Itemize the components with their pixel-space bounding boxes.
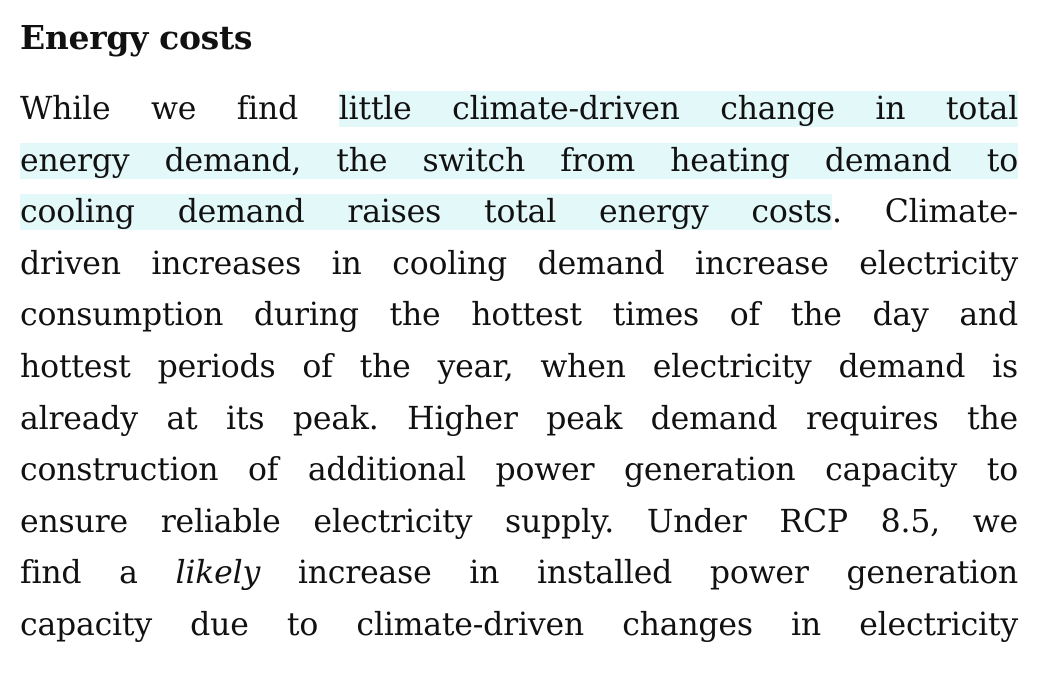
line-text: While we find	[20, 91, 339, 127]
document-body: Energy costs While we find little climat…	[20, 14, 1018, 652]
line-text: . Climate-	[832, 194, 1018, 231]
paragraph-line-2[interactable]: energy demand, the switch from heating d…	[20, 136, 1018, 188]
paragraph-line-3[interactable]: cooling demand raises total energy costs…	[20, 187, 1018, 239]
paragraph-line-11[interactable]: capacity due to climate-driven changes i…	[20, 606, 1018, 643]
paragraph-line-7[interactable]: already at its peak. Higher peak demand …	[20, 400, 1018, 437]
paragraph-line-5[interactable]: consumption during the hottest times of …	[20, 297, 1018, 334]
paragraph-line-9[interactable]: ensure reliable electricity supply. Unde…	[20, 503, 1018, 540]
emphasis-text: likely	[175, 555, 261, 592]
paragraph-line-10[interactable]: find a likely increase in installed powe…	[20, 548, 1018, 600]
paragraph-line-6[interactable]: hottest periods of the year, when electr…	[20, 348, 1018, 385]
paragraph-line-8[interactable]: construction of additional power generat…	[20, 452, 1018, 489]
paragraph-line-1[interactable]: While we find little climate-driven chan…	[20, 84, 1018, 136]
highlighted-text[interactable]: little climate-driven change in total	[338, 91, 1019, 127]
section-heading: Energy costs	[20, 18, 253, 57]
paragraph-line-4[interactable]: driven increases in cooling demand incre…	[20, 245, 1018, 282]
line-text: increase in installed power generation	[260, 555, 1019, 592]
body-paragraph: While we find little climate-driven chan…	[20, 84, 1018, 652]
line-text: find a	[20, 555, 176, 592]
highlighted-text[interactable]: cooling demand raises total energy costs	[20, 194, 832, 231]
highlighted-text[interactable]: energy demand, the switch from heating d…	[20, 142, 1018, 179]
